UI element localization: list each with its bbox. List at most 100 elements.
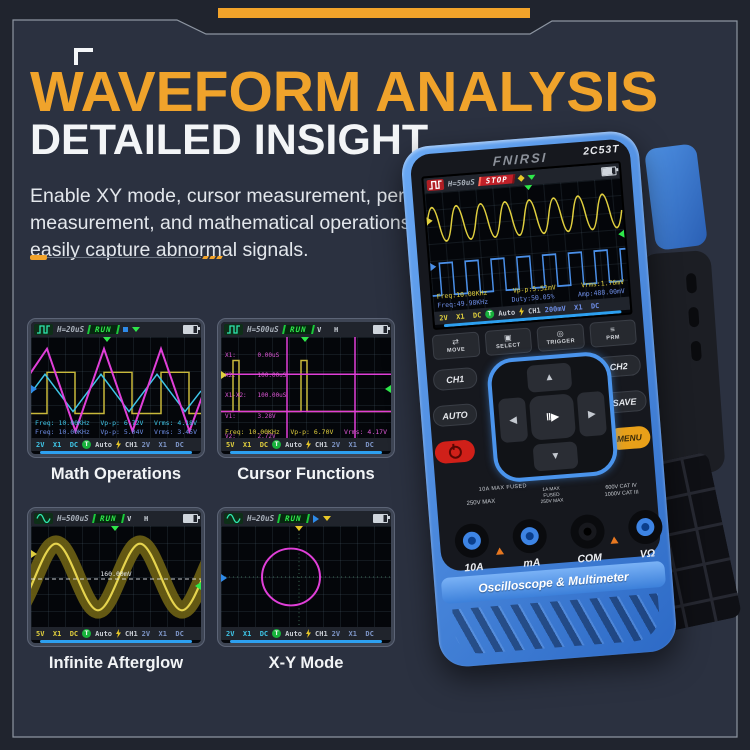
y-position-icon [295, 526, 303, 531]
ch1-level-icon [426, 216, 434, 226]
trigger-source: CH1 [125, 440, 138, 449]
edge-trigger-icon [116, 629, 122, 638]
trigger-position-icon [301, 337, 309, 342]
stop-status-badge: STOP [478, 174, 516, 187]
waveform-area: Freq:10.00KHz Vp-p:5.52mV Vrms:1.76mV Fr… [424, 177, 630, 312]
cursor-dx: X1-X2: 100.00uS [225, 392, 287, 400]
grip-slot [690, 340, 702, 362]
ch2-settings: 2V X1 DC [331, 629, 374, 638]
ch1-level-icon [221, 371, 227, 379]
screen-caption: Cursor Functions [237, 465, 375, 483]
square-wave-icon [34, 324, 53, 335]
marking-cat-rating: 600V CAT IV 1000V CAT III [604, 482, 639, 499]
screen-bottombar: 2V X1 DC T Auto CH1 200mV X1 DC [433, 296, 631, 325]
page-title: WAVEFORM ANALYSIS [30, 60, 659, 124]
screen-topbar: H=50uS STOP [423, 163, 620, 194]
device-front-panel: FNIRSI 2C53T H=50uS STOP [409, 138, 664, 574]
timebase-value: H=50uS [447, 177, 476, 189]
trigger-auto-icon: T [82, 440, 92, 449]
grip-slot [688, 306, 700, 328]
scope-screen-math: H=20uS RUN Freq: 10.00KHz Vp-p: 6.72V Vr… [27, 318, 205, 484]
screen-underline [40, 640, 192, 643]
jack-10a [453, 522, 491, 559]
run-pause-button: ‖▶ [528, 393, 577, 441]
trigger-auto-icon: T [485, 309, 495, 319]
cursor-x2: X2: 100.00uS [225, 371, 287, 379]
ch1-marker-icon [517, 174, 525, 182]
dpad-left-button: ◀ [497, 397, 529, 444]
xy-lissajous [221, 526, 391, 627]
prm-icon: ≡ [609, 324, 616, 335]
trigger-auto-icon: T [272, 629, 282, 638]
run-status-badge: RUN [91, 514, 125, 523]
trigger-mode: Auto [285, 440, 303, 449]
waveform-area: Freq: 10.00KHz Vp-p: 6.72V Vrms: 4.18V F… [31, 337, 201, 438]
ch1-settings: 5V X1 DC [36, 629, 79, 638]
cursor-waveforms [221, 337, 391, 438]
edge-trigger-icon [519, 307, 525, 317]
oscilloscope-device: FNIRSI 2C53T H=50uS STOP [399, 129, 679, 669]
trigger-level-icon [618, 229, 625, 239]
square-wave-icon [224, 324, 243, 335]
dpad: ▲ ▼ ◀ ▶ ‖▶ [485, 350, 620, 484]
run-status-badge: RUN [277, 514, 310, 523]
marking-250v: 250V MAX [466, 498, 496, 507]
device-waveforms [426, 193, 626, 297]
cursor-v1: V1: 3.28V [225, 412, 276, 420]
cursor-vh-label: V H [127, 514, 149, 523]
warning-icon [495, 547, 505, 555]
trigger-source: CH1 [315, 440, 328, 449]
screen-bottombar: 2V X1 DC T Auto CH1 2V X1 DC [31, 438, 201, 451]
warning-icon [610, 536, 619, 544]
ch2-settings: 2V X1 DC [141, 629, 184, 638]
screen-topbar: H=500uS RUN V H [31, 511, 201, 526]
trigger-auto-icon: T [82, 629, 92, 638]
trigger-position-icon [111, 526, 119, 531]
ch1-button: CH1 [432, 366, 478, 392]
edge-trigger-icon [306, 629, 312, 638]
screen-caption: Infinite Afterglow [48, 654, 184, 672]
scope-screen-xy: H=20uS RUN 2V X1 DC T Auto CH1 2V X1 DC … [217, 507, 395, 673]
screen-underline [230, 640, 382, 643]
level-value: 160.00mV [100, 570, 132, 578]
jack-ma [511, 517, 549, 555]
ch1-settings: 2V X1 DC [226, 629, 269, 638]
sine-wave-icon [34, 513, 53, 524]
screen-bezel: H=500uS RUN V H 160.00mV 5V X1 DC T Auto… [27, 507, 205, 647]
square-wave-icon [426, 178, 445, 192]
cursor-measurements: X1: 0.00uS X2: 100.00uS X1-X2: 100.00uS … [225, 339, 290, 454]
vrms-value: Vrms: 4.18V [153, 419, 197, 427]
freq-value: Freq: 10.00KHz [225, 428, 280, 436]
select-button: ▣ SELECT [484, 327, 533, 357]
page-subtitle: DETAILED INSIGHT [30, 116, 429, 164]
description-line: easily capture abnormal signals. [30, 239, 309, 261]
vrms-value: Vrms: 4.17V [343, 428, 387, 436]
trigger-mode: Auto [285, 629, 303, 638]
screen-topbar: H=20uS RUN [221, 511, 391, 526]
waveform-area: 160.00mV [31, 526, 201, 627]
freq-value: Freq: 10.00KHz [35, 419, 90, 427]
marking-1a-fused: 1A MAX FUSED 250V MAX [540, 486, 564, 506]
screen-topbar: H=500uS RUN V H [221, 322, 391, 337]
ch2-settings: 2V X1 DC [141, 440, 184, 449]
description-line: Enable XY mode, cursor measurement, pers… [30, 185, 477, 207]
divider-slash-icon [202, 255, 209, 259]
screen-caption: X-Y Mode [268, 654, 344, 672]
power-button [434, 439, 476, 465]
top-accent-bar [218, 8, 530, 18]
device-screen: H=50uS STOP Freq:10.00KHz Vp-p:5.52mV [421, 160, 633, 331]
divider-slash-icon [209, 255, 216, 259]
run-status-badge: RUN [281, 325, 315, 334]
jack-vohm [627, 508, 664, 546]
prm-button: ≡ PRM [588, 319, 637, 348]
waveform-area [221, 526, 391, 627]
description-line: measurement, and mathematical operations… [30, 212, 433, 234]
trigger-source: CH1 [527, 306, 542, 316]
run-status-badge: RUN [87, 325, 120, 334]
dpad-up-button: ▲ [526, 362, 573, 393]
screen-bezel: H=20uS RUN 2V X1 DC T Auto CH1 2V X1 DC [217, 507, 395, 647]
ch2-readout: Freq: 10.00KHz Vp-p: 5.04V Vrms: 3.45V [35, 428, 197, 436]
timebase-value: H=20uS [57, 325, 85, 334]
x-position-icon [221, 574, 227, 582]
